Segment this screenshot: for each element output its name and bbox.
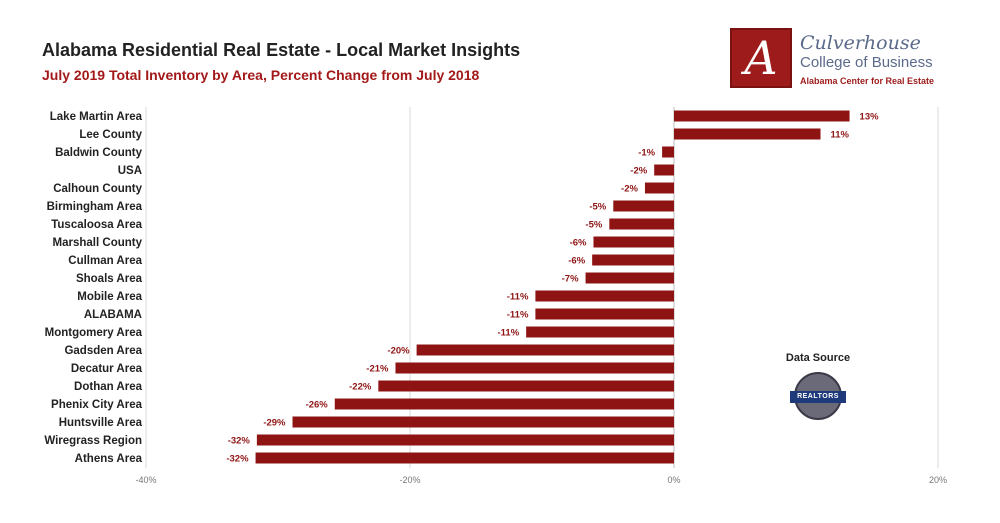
x-tick-label: -20% — [399, 475, 420, 485]
category-label: Gadsden Area — [64, 345, 142, 357]
category-label: Mobile Area — [77, 291, 142, 303]
data-label: -1% — [638, 148, 655, 159]
x-tick-label: 0% — [667, 475, 680, 485]
category-label: USA — [118, 165, 142, 177]
bar — [535, 308, 674, 320]
data-label: -6% — [570, 238, 587, 249]
category-label: ALABAMA — [84, 309, 142, 321]
bar — [585, 272, 674, 284]
data-label: -32% — [226, 454, 249, 465]
data-label: -5% — [589, 202, 606, 213]
data-label: -5% — [585, 220, 602, 231]
data-label: -2% — [630, 166, 647, 177]
bar — [416, 344, 674, 356]
logo-letter: A — [744, 31, 778, 85]
data-label: -7% — [562, 274, 579, 285]
category-label: Decatur Area — [71, 363, 143, 375]
x-tick-label: 20% — [929, 475, 947, 485]
data-label: 13% — [860, 112, 880, 123]
bar — [256, 434, 674, 446]
chart-subtitle: July 2019 Total Inventory by Area, Perce… — [42, 67, 480, 83]
data-label: -20% — [387, 346, 410, 357]
data-label: -11% — [507, 310, 529, 321]
data-label: -6% — [568, 256, 585, 267]
logo-name: Culverhouse — [800, 32, 921, 54]
logo-center: Alabama Center for Real Estate — [800, 76, 935, 86]
bar — [334, 398, 674, 410]
data-source-label: Data Source — [785, 352, 851, 364]
category-label: Baldwin County — [55, 147, 142, 159]
bar — [592, 254, 674, 266]
category-label: Cullman Area — [68, 255, 142, 267]
culverhouse-logo: A Culverhouse College of Business Alabam… — [730, 28, 970, 92]
bar — [644, 182, 674, 194]
category-label: Athens Area — [75, 453, 143, 465]
category-label: Dothan Area — [74, 381, 143, 393]
data-label: -32% — [228, 436, 251, 447]
data-label: 11% — [831, 130, 850, 141]
alabama-a-logo-icon: A — [730, 28, 792, 88]
data-label: -29% — [263, 418, 286, 429]
category-label: Tuscaloosa Area — [51, 219, 142, 231]
data-label: -26% — [306, 400, 329, 411]
data-label: -21% — [366, 364, 389, 375]
bar — [535, 290, 674, 302]
bar — [292, 416, 674, 428]
data-label: -11% — [498, 328, 520, 339]
category-label: Calhoun County — [53, 183, 142, 195]
chart-title: Alabama Residential Real Estate - Local … — [42, 40, 521, 60]
realtors-seal-icon: REALTORS — [790, 372, 846, 420]
category-label: Wiregrass Region — [44, 435, 142, 447]
bar — [662, 146, 674, 158]
seal-ribbon-text: REALTORS — [790, 391, 846, 403]
bar — [593, 236, 674, 248]
bar — [674, 128, 821, 140]
bar — [613, 200, 674, 212]
bar — [255, 452, 674, 464]
data-label: -22% — [349, 382, 372, 393]
category-label: Phenix City Area — [51, 399, 143, 411]
bar — [378, 380, 674, 392]
bar — [526, 326, 674, 338]
category-label: Birmingham Area — [47, 201, 143, 213]
bar — [395, 362, 674, 374]
data-label: -2% — [621, 184, 638, 195]
bar — [674, 110, 850, 122]
category-label: Montgomery Area — [45, 327, 143, 339]
category-label: Marshall County — [53, 237, 143, 249]
category-label: Huntsville Area — [59, 417, 143, 429]
bar — [654, 164, 674, 176]
category-label: Lake Martin Area — [50, 111, 143, 123]
data-source: Data Source REALTORS — [778, 352, 858, 420]
logo-college: College of Business — [800, 54, 933, 71]
bar — [609, 218, 674, 230]
x-tick-label: -40% — [135, 475, 156, 485]
data-label: -11% — [507, 292, 529, 303]
category-label: Lee County — [79, 129, 142, 141]
category-label: Shoals Area — [76, 273, 143, 285]
